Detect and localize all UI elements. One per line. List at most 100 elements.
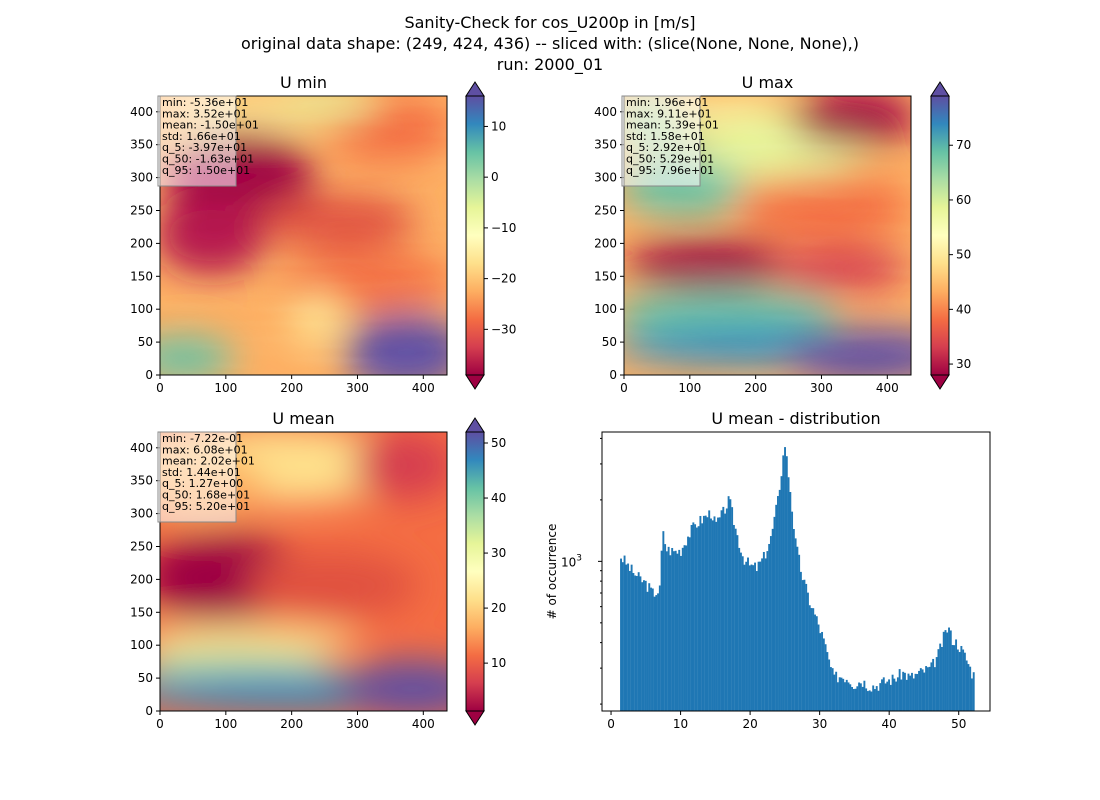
axes-frame [159,431,448,712]
x-tick-label: 50 [951,717,966,731]
histogram-bar [646,591,649,711]
histogram-bar [911,672,913,711]
histogram-bar [817,624,820,711]
histogram-bar [791,511,794,711]
stats-box-bg [621,95,701,187]
stats-line: q_5: -3.97e+01 [162,141,247,154]
colorbar-extend-max [465,81,485,97]
histogram-bar [789,492,792,711]
figure-title: Sanity-Check for cos_U200p in [m/s] orig… [0,12,1100,75]
histogram-bar [828,659,831,711]
histogram-bar [660,550,663,711]
histogram-bar [898,669,901,711]
histogram-bar [801,580,804,711]
histogram-bar [757,561,760,711]
histogram-bar [699,515,702,711]
histogram-bar [725,508,728,711]
histogram-bar [748,565,751,711]
histogram-bar [718,517,721,711]
histogram-bar [655,595,658,711]
panel-title: U mean [272,409,334,428]
histogram-bar [717,517,719,711]
histogram-bar [799,571,802,711]
stats-line: q_95: 7.96e+01 [626,164,714,177]
histogram-bar [620,558,622,711]
histogram-bar [732,524,735,711]
histogram-bar [972,672,975,711]
histogram-bar [657,593,660,711]
histogram-bar [953,645,956,711]
histogram-bar [891,674,894,711]
histogram-bar [752,565,755,711]
histogram-bar [881,679,883,711]
histogram-bar [948,627,950,711]
axes-frame [601,431,991,712]
histogram-bar [886,681,889,711]
histogram-bar [662,531,665,711]
axes-frame [159,95,448,376]
histogram-bar [921,669,924,711]
histogram-bar [879,683,882,711]
histogram-bar [648,583,651,711]
stats-line: mean: 2.02e+01 [162,455,255,468]
colorbar-tick-label: 40 [956,302,971,316]
x-tick-label: 300 [346,381,369,395]
x-tick-label: 20 [742,717,757,731]
histogram-bar [933,667,936,711]
histogram-bar [815,616,818,711]
x-tick-label: 30 [812,717,827,731]
histogram-bar [896,677,899,711]
histogram-bar [713,516,716,711]
y-tick-label: 350 [594,138,617,152]
histogram-bar [747,557,749,711]
histogram-bar [856,686,859,711]
histogram-bar [877,690,880,711]
figure-title-line-1: Sanity-Check for cos_U200p in [m/s] [404,13,696,32]
histogram-bar [769,536,772,711]
x-tick-label: 40 [882,717,897,731]
stats-box-bg [157,431,237,523]
colorbar-tick-label: −30 [491,322,516,336]
histogram-bar [731,507,734,711]
histogram-bar [761,558,764,711]
histogram-bar [710,518,712,711]
x-tick-label: 200 [744,381,767,395]
y-tick-label: 400 [594,105,617,119]
histogram-bar [821,631,824,711]
histogram-bar [644,580,647,711]
histogram-bar [695,527,698,711]
histogram-bar [928,666,931,711]
histogram-bar [937,649,940,711]
histogram-bar [664,544,667,711]
histogram-bar [771,528,774,711]
histogram-bar [868,690,871,711]
histogram-bar [672,551,675,711]
histogram-bar [812,608,815,711]
histogram-bar [764,558,767,711]
histogram-bar [711,520,714,711]
y-tick-label: 350 [130,138,153,152]
histogram-bar [643,580,645,711]
histogram-bar [833,674,836,711]
histogram-bar [798,554,801,711]
y-tick-label: 100 [594,302,617,316]
histogram-bar [628,570,631,711]
histogram-bar [808,605,811,711]
histogram-bar [669,555,672,711]
colorbar-extend-min [465,374,485,390]
histogram-bar [706,517,709,711]
histogram-bar [651,588,654,711]
histogram-bar [782,455,785,711]
histogram-bar [678,549,681,711]
histogram-bar [650,587,652,711]
colorbar-tick-label: 40 [491,491,506,505]
histogram-bar [900,679,903,711]
stats-line: min: -7.22e-01 [162,432,243,445]
stats-line: std: 1.58e+01 [626,130,705,143]
colorbar: 10 20 30 40 50 [465,417,506,726]
x-tick-label: 400 [412,381,435,395]
histogram-bar [750,564,753,711]
histogram-bar [955,639,958,711]
